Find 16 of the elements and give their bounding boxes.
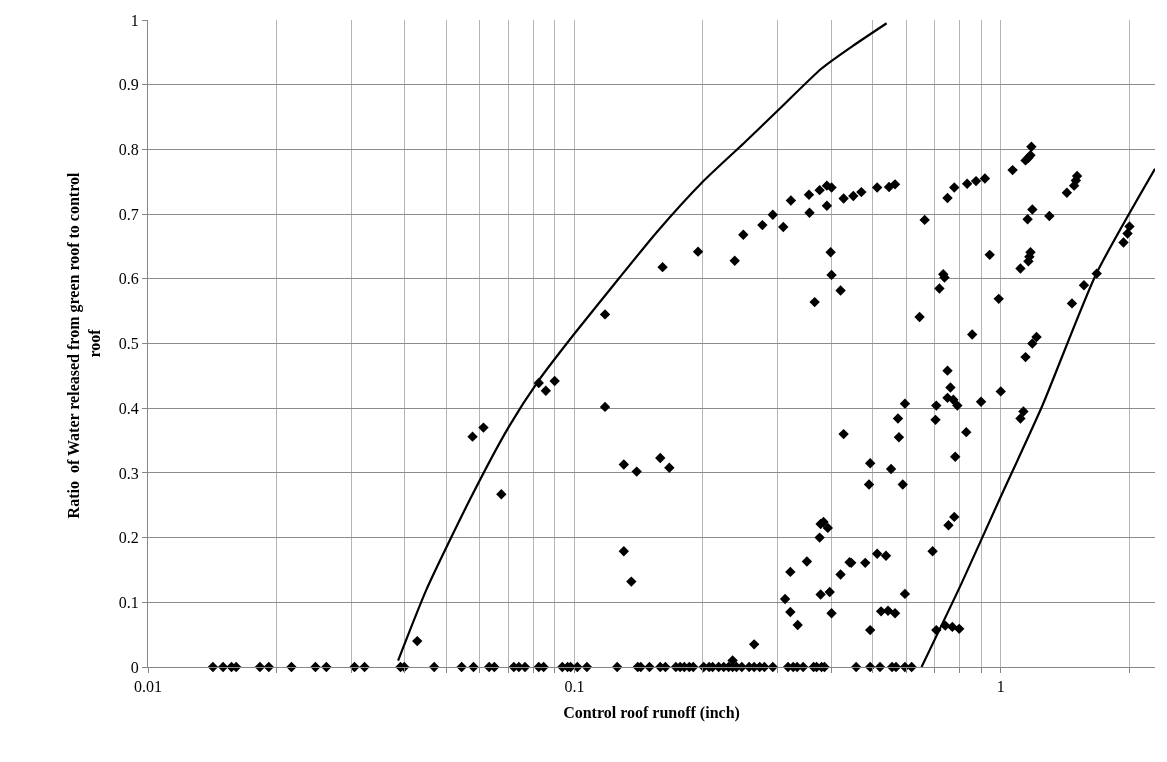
y-tick-label: 0.1 (118, 593, 139, 611)
y-tick-label: 0.9 (118, 76, 139, 94)
y-tick-label: 1 (130, 11, 139, 29)
y-tick-label: 0.3 (118, 464, 139, 482)
y-tick-label: 0.8 (118, 141, 139, 158)
x-axis-title: Control roof runoff (inch) (563, 703, 740, 722)
x-tick-label: 1 (996, 678, 1005, 696)
x-tick-label: 0.1 (564, 678, 585, 696)
y-axis-title: Ratio of Water released from green roof to control roof (64, 168, 103, 519)
y-tick-label: 0 (130, 658, 139, 676)
y-tick-label: 0.5 (118, 335, 139, 353)
x-tick-label: 0.01 (134, 678, 162, 696)
y-tick-label: 0.6 (118, 270, 139, 288)
y-tick-label: 0.2 (118, 529, 139, 547)
y-tick-label: 0.7 (118, 205, 139, 223)
y-tick-label: 0.4 (118, 399, 139, 417)
